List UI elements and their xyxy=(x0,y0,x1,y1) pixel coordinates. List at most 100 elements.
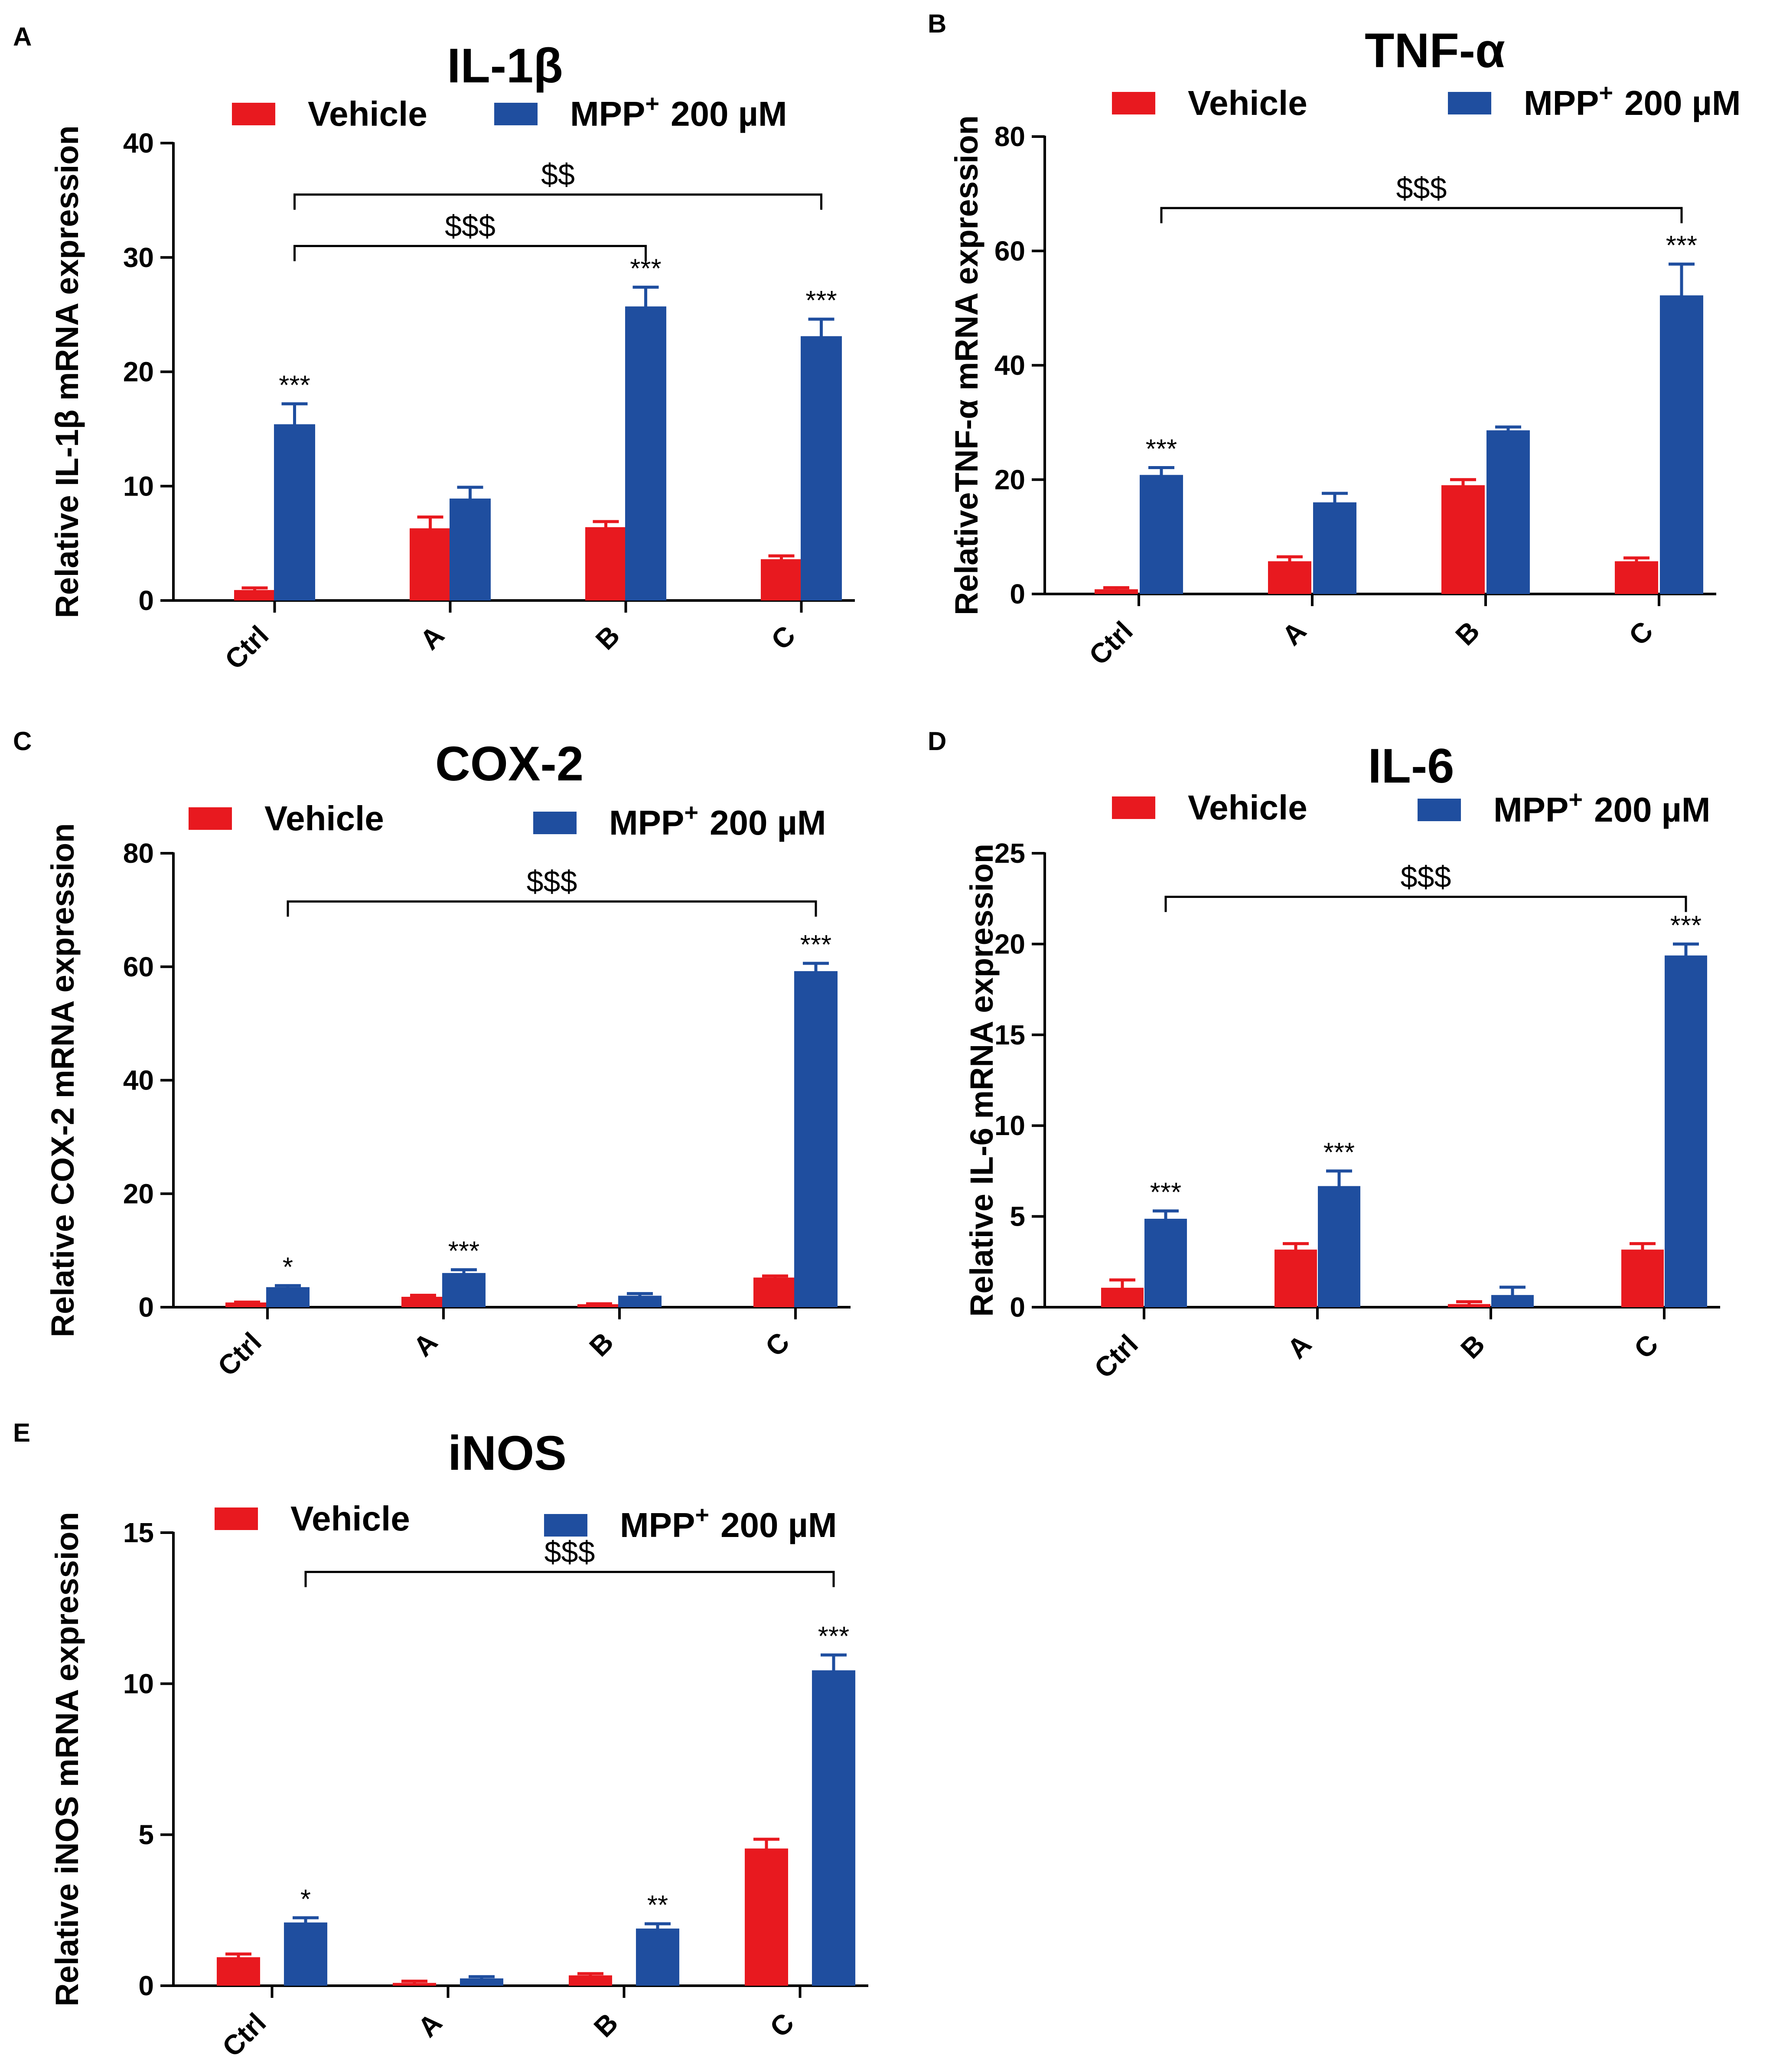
y-tick-label: 20 xyxy=(123,1178,154,1209)
bar-mpp-a xyxy=(460,1980,503,1986)
chart-panel-b: B TNF-α Vehicle MPP+ 200 µM 0 20 40 60 80 Relative… xyxy=(928,9,1741,671)
bar-mpp-a xyxy=(450,499,491,600)
x-tick-label: A xyxy=(412,2007,448,2043)
x-tick-label: A xyxy=(414,620,450,656)
legend-label-mpp: MPP+ 200 µM xyxy=(609,799,826,842)
legend-label-mpp: MPP+ 200 µM xyxy=(570,90,787,133)
bracket-line xyxy=(293,193,822,210)
legend-mpp-sup: + xyxy=(1568,786,1583,813)
legend-swatch-mpp xyxy=(1418,799,1461,821)
x-tick-label: A xyxy=(1276,615,1312,652)
chart-title: COX-2 xyxy=(435,737,583,791)
legend: Vehicle MPP+ 200 µM xyxy=(232,90,787,133)
x-tick-label: Ctrl xyxy=(212,1326,267,1382)
x-tick-label: A xyxy=(407,1326,443,1363)
significance-bracket: $$$ xyxy=(293,209,647,261)
bar-mpp-c xyxy=(794,972,838,1307)
y-tick-label: 10 xyxy=(123,1668,154,1699)
bar-vehicle-c xyxy=(745,1850,788,1986)
x-tick-label: C xyxy=(765,620,802,656)
bar-mpp-ctrl xyxy=(284,1924,327,1986)
significance-label: *** xyxy=(448,1237,479,1266)
x-tick-label: Ctrl xyxy=(216,2007,272,2063)
bracket-label: $$$ xyxy=(527,865,577,898)
legend-mpp-dose: 200 µM xyxy=(1594,790,1710,829)
y-tick-label: 25 xyxy=(994,838,1025,869)
bar-vehicle-ctrl xyxy=(1101,1289,1144,1307)
y-tick-label: 15 xyxy=(994,1019,1025,1051)
significance-label: * xyxy=(300,1884,311,1914)
x-tick-label: B xyxy=(590,620,626,656)
legend-label-vehicle: Vehicle xyxy=(1188,788,1307,827)
significance-bracket: $$ xyxy=(293,158,822,210)
significance-label: *** xyxy=(1670,910,1702,940)
significance-label: *** xyxy=(1150,1178,1181,1207)
bar-mpp-c xyxy=(1660,297,1703,594)
bracket-line xyxy=(1160,207,1683,223)
y-tick-label: 5 xyxy=(1010,1201,1025,1232)
bar-mpp-c xyxy=(801,337,842,600)
x-tick-label: Ctrl xyxy=(1083,615,1139,671)
legend: Vehicle MPP+ 200 µM xyxy=(215,1499,837,1544)
chart-panel-d: D IL-6 Vehicle MPP+ 200 µM 0 5 10 15 20 25Relative… xyxy=(928,727,1720,1384)
legend-label-mpp: MPP+ 200 µM xyxy=(620,1501,837,1544)
panel-label: A xyxy=(13,22,32,51)
significance-label: *** xyxy=(1666,231,1697,261)
x-tick-label: B xyxy=(1449,615,1486,652)
y-tick-label: 60 xyxy=(123,951,154,982)
bracket-line xyxy=(293,245,647,261)
legend-swatch-vehicle xyxy=(232,103,275,125)
bar-vehicle-a xyxy=(410,529,451,600)
y-tick-label: 15 xyxy=(123,1517,154,1548)
legend-swatch-vehicle xyxy=(215,1508,258,1530)
chart-title: iNOS xyxy=(448,1426,567,1480)
bracket-label: $$$ xyxy=(1401,860,1451,894)
significance-label: * xyxy=(283,1252,293,1282)
bracket-line xyxy=(287,900,817,917)
bar-mpp-a xyxy=(1313,503,1356,594)
legend-mpp-dose: 200 µM xyxy=(671,95,787,133)
bar-vehicle-a xyxy=(1268,562,1311,594)
legend-swatch-mpp xyxy=(533,812,577,834)
legend: Vehicle MPP+ 200 µM xyxy=(1112,786,1711,829)
chart-title: TNF-α xyxy=(1365,23,1505,78)
bar-vehicle-b xyxy=(585,528,626,600)
bracket-line xyxy=(1164,896,1687,912)
bar-mpp-a xyxy=(442,1274,486,1307)
x-tick-label: B xyxy=(1454,1328,1491,1365)
bar-vehicle-a xyxy=(401,1298,445,1307)
x-tick-label: B xyxy=(588,2007,624,2043)
y-tick-label: 40 xyxy=(123,127,154,159)
significance-label: *** xyxy=(279,370,310,400)
legend-label-vehicle: Vehicle xyxy=(290,1499,410,1538)
significance-bracket: $$$ xyxy=(287,865,817,917)
bar-mpp-ctrl xyxy=(1140,476,1183,594)
bar-vehicle-c xyxy=(1615,562,1658,594)
significance-label: *** xyxy=(805,286,837,316)
bracket-label: $$ xyxy=(541,158,575,192)
legend-label-vehicle: Vehicle xyxy=(1188,84,1307,122)
legend-mpp-dose: 200 µM xyxy=(710,803,826,842)
y-tick-label: 0 xyxy=(1010,578,1025,610)
y-tick-label: 20 xyxy=(994,928,1025,959)
bar-vehicle-b xyxy=(569,1977,612,1986)
significance-label: *** xyxy=(1146,434,1177,464)
y-axis-title: Relative iNOS mRNA expression xyxy=(49,1512,85,2007)
bar-mpp-ctrl xyxy=(266,1288,310,1307)
bar-vehicle-ctrl xyxy=(234,591,275,600)
significance-label: *** xyxy=(800,930,831,960)
x-tick-label: Ctrl xyxy=(1088,1328,1144,1384)
y-tick-label: 0 xyxy=(138,1292,154,1323)
y-axis-title: Relative IL-6 mRNA expression xyxy=(964,844,1000,1317)
bar-mpp-b xyxy=(618,1297,662,1307)
legend-mpp-main: MPP xyxy=(620,1506,695,1544)
legend: Vehicle MPP+ 200 µM xyxy=(189,799,826,842)
bar-mpp-c xyxy=(812,1671,855,1986)
y-tick-label: 80 xyxy=(123,838,154,869)
panel-label: E xyxy=(13,1418,30,1447)
bar-vehicle-ctrl xyxy=(217,1958,260,1986)
y-axis-title: RelativeTNF-α mRNA expression xyxy=(949,115,984,615)
panel-label: C xyxy=(13,727,32,756)
